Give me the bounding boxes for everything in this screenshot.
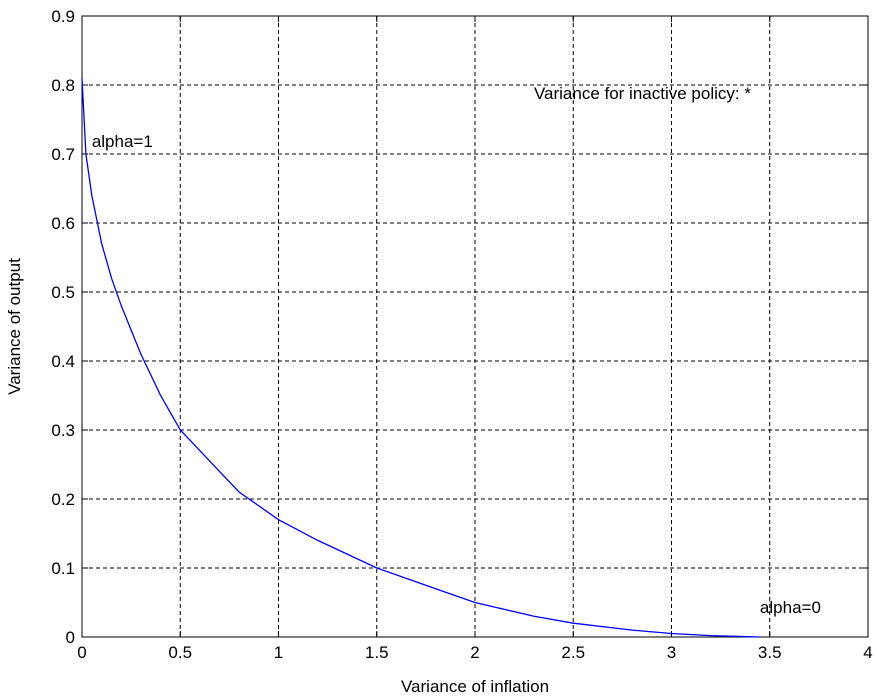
annotation-1: Variance for inactive policy: * [534, 84, 751, 103]
grid [82, 16, 868, 637]
x-tick-label: 3.5 [758, 643, 782, 662]
x-tick-label: 1.5 [365, 643, 389, 662]
y-tick-label: 0.4 [51, 352, 75, 371]
y-tick-label: 0.3 [51, 421, 75, 440]
x-tick-label: 3 [667, 643, 676, 662]
y-tick-label: 0.9 [51, 7, 75, 26]
x-tick-label: 4 [863, 643, 872, 662]
annotations: Variance for inactive policy: * alpha=1 al… [92, 84, 821, 617]
annotation-2: alpha=1 [92, 132, 153, 151]
tick-labels: 0 0.5 1 1.5 2 2.5 3 3.5 4 0 0.1 0.2 0.3 0.4 0.5 0.6 0.7 0… [51, 7, 872, 662]
annotation-3: alpha=0 [760, 598, 821, 617]
x-tick-label: 0 [77, 643, 86, 662]
series [81, 78, 760, 638]
y-tick-label: 0.5 [51, 283, 75, 302]
y-axis-label: Variance of output [5, 258, 24, 395]
ticks [81, 15, 869, 638]
y-tick-label: 0.1 [51, 559, 75, 578]
series-line [81, 78, 760, 638]
x-tick-label: 2.5 [561, 643, 585, 662]
y-tick-label: 0.8 [51, 76, 75, 95]
x-tick-label: 1 [274, 643, 283, 662]
y-tick-label: 0.7 [51, 145, 75, 164]
x-tick-label: 2 [470, 643, 479, 662]
y-tick-label: 0 [66, 628, 75, 647]
x-axis-label: Variance of inflation [401, 677, 549, 696]
y-tick-label: 0.2 [51, 490, 75, 509]
x-tick-label: 0.5 [168, 643, 192, 662]
y-tick-label: 0.6 [51, 214, 75, 233]
